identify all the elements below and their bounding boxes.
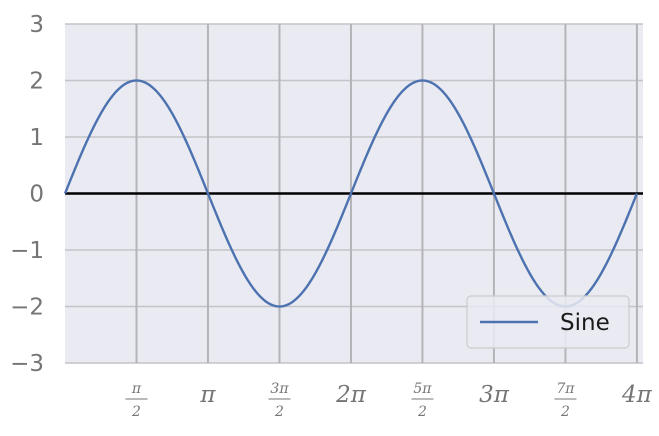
y-tick-label: 2 [29, 69, 44, 95]
y-tick-label: 3 [29, 12, 44, 38]
series-line-sine [63, 79, 639, 308]
series-group [63, 79, 639, 308]
legend-label-sine: Sine [560, 310, 610, 336]
legend-box [466, 295, 630, 349]
y-tick-label: −2 [10, 295, 44, 321]
x-tick-label: 3π [479, 382, 510, 408]
y-tick-label: −1 [10, 238, 44, 264]
x-tick-label: π [199, 382, 216, 408]
x-tick-denominator: 2 [131, 404, 141, 420]
x-tick-denominator: 2 [560, 404, 570, 420]
y-tick-label: 1 [29, 125, 44, 151]
x-tick-numerator: 3π [270, 381, 289, 397]
x-tick-numerator: π [131, 381, 142, 397]
x-tick-label: π2 [125, 381, 148, 420]
x-tick-label: 4π [621, 382, 653, 408]
x-tick-label: 5π2 [411, 381, 434, 420]
x-tick-numerator: 5π [413, 381, 432, 397]
x-tick-numerator: 7π [556, 381, 575, 397]
x-tick-label: 2π [335, 382, 367, 408]
x-tick-label: 3π2 [268, 381, 291, 420]
legend: Sine [466, 295, 630, 349]
y-tick-label: −3 [10, 351, 44, 377]
y-tick-label: 0 [29, 182, 44, 208]
x-tick-label: 7π2 [554, 381, 577, 420]
x-tick-denominator: 2 [274, 404, 284, 420]
y-tick-labels: 3 2 1 0 −1 −2 −3 [10, 12, 44, 377]
x-tick-denominator: 2 [417, 404, 427, 420]
